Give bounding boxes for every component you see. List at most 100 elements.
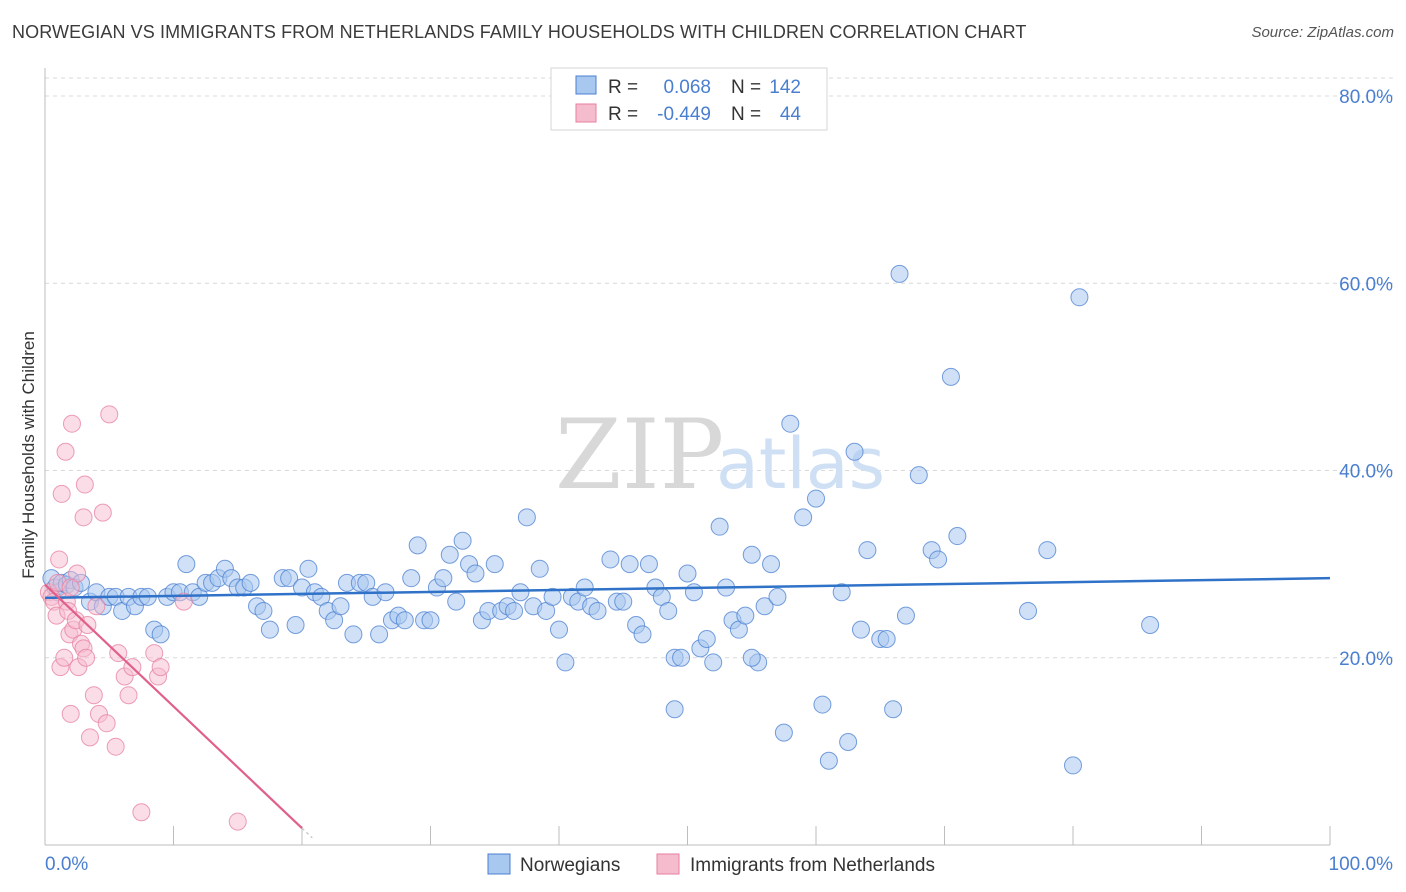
- norwegian-point: [742, 648, 761, 667]
- netherlands-point: [74, 508, 93, 527]
- norwegian-point: [948, 527, 967, 546]
- norwegian-point: [633, 625, 652, 644]
- norwegian-point: [1064, 756, 1082, 775]
- y-tick-label-60: 60.0%: [1339, 274, 1393, 295]
- netherlands-trend-extension: [301, 827, 313, 839]
- y-tick-label-40: 40.0%: [1339, 462, 1393, 483]
- norwegian-point: [543, 587, 562, 606]
- norwegian-point: [819, 751, 838, 770]
- tick-labels: 20.0% 40.0% 60.0% 80.0% 0.0% 100.0%: [45, 87, 1393, 875]
- source-label: Source: ZipAtlas.com: [1251, 24, 1394, 41]
- bottom-legend: Norwegians Immigrants from Netherlands: [487, 853, 935, 876]
- norwegian-point: [890, 264, 909, 283]
- norwegian-point: [1070, 288, 1089, 307]
- netherlands-trend-line: [44, 583, 303, 829]
- norwegian-point: [280, 569, 299, 588]
- norwegian-point: [530, 559, 549, 578]
- norwegian-point: [286, 615, 305, 634]
- norwegian-point: [736, 606, 755, 625]
- norwegian-point: [601, 550, 620, 569]
- netherlands-point: [87, 597, 106, 616]
- norwegian-point: [774, 723, 793, 742]
- norwegian-point: [858, 541, 877, 560]
- y-axis-label: Family Households with Children: [19, 331, 38, 579]
- legend-pink-swatch: [575, 103, 597, 123]
- norwegians-trend-line: [44, 576, 1331, 600]
- norwegian-point: [485, 555, 504, 574]
- norwegian-point: [659, 601, 678, 620]
- legend-r-value-1: 0.068: [663, 77, 711, 98]
- netherlands-point: [56, 442, 75, 461]
- norwegian-point: [395, 611, 414, 630]
- norwegian-point: [370, 625, 389, 644]
- norwegian-point: [742, 545, 761, 564]
- norwegian-point: [678, 564, 697, 583]
- norwegian-point: [517, 508, 536, 527]
- x-tick-label-100: 100.0%: [1329, 854, 1394, 875]
- bottom-legend-pink-swatch: [656, 853, 680, 875]
- norwegian-point: [331, 597, 350, 616]
- norwegian-point: [1038, 541, 1057, 560]
- norwegian-point: [909, 466, 928, 485]
- norwegian-point: [639, 555, 658, 574]
- norwegian-point: [447, 592, 466, 611]
- norwegian-point: [1019, 601, 1038, 620]
- netherlands-point: [132, 803, 151, 822]
- legend-blue-swatch: [575, 75, 597, 95]
- norwegian-point: [453, 531, 472, 550]
- norwegian-point: [434, 569, 453, 588]
- netherlands-point: [119, 686, 138, 705]
- legend-r-label-1: R =: [608, 77, 638, 98]
- netherlands-point: [80, 728, 99, 747]
- legend-n-label-2: N =: [731, 104, 761, 125]
- norwegian-point: [550, 620, 568, 639]
- norwegian-point: [781, 414, 800, 433]
- norwegian-point: [177, 555, 196, 574]
- norwegian-point: [710, 517, 729, 536]
- axes: [44, 68, 1331, 846]
- norwegian-point: [768, 587, 787, 606]
- x-tick-label-0: 0.0%: [45, 854, 88, 875]
- norwegian-point: [851, 620, 870, 639]
- norwegian-point: [241, 573, 260, 592]
- watermark: ZIP atlas: [555, 399, 885, 511]
- netherlands-point: [55, 648, 74, 667]
- bottom-legend-norwegians: Norwegians: [520, 855, 620, 876]
- norwegian-point: [839, 733, 858, 752]
- y-tick-label-80: 80.0%: [1339, 87, 1393, 108]
- norwegian-point: [896, 606, 915, 625]
- watermark-atlas: atlas: [716, 423, 885, 505]
- norwegian-point: [408, 536, 427, 555]
- norwegian-point: [684, 583, 703, 602]
- legend-n-value-2: 44: [780, 104, 802, 125]
- netherlands-point: [106, 737, 125, 756]
- norwegian-point: [704, 653, 723, 672]
- netherlands-point: [52, 484, 71, 503]
- norwegian-point: [151, 625, 170, 644]
- norwegian-point: [807, 489, 825, 508]
- netherlands-point: [93, 503, 112, 522]
- netherlands-point: [228, 812, 247, 831]
- norwegian-point: [505, 601, 524, 620]
- norwegian-point: [884, 700, 903, 719]
- netherlands-points: [39, 405, 247, 831]
- norwegian-point: [755, 597, 774, 616]
- norwegian-point: [697, 630, 716, 649]
- netherlands-point: [50, 550, 69, 569]
- norwegian-point: [877, 630, 896, 649]
- netherlands-point: [151, 658, 170, 677]
- bottom-legend-netherlands: Immigrants from Netherlands: [690, 855, 935, 876]
- norwegian-point: [813, 695, 832, 714]
- norwegian-point: [762, 555, 781, 574]
- legend-r-value-2: -0.449: [657, 104, 711, 125]
- netherlands-point: [97, 714, 116, 733]
- norwegian-point: [832, 583, 851, 602]
- norwegian-point: [575, 578, 594, 597]
- norwegian-point: [665, 700, 684, 719]
- trend-lines: [44, 576, 1331, 839]
- norwegian-point: [1141, 615, 1160, 634]
- chart-title: NORWEGIAN VS IMMIGRANTS FROM NETHERLANDS…: [12, 22, 1027, 42]
- norwegian-point: [402, 569, 421, 588]
- norwegian-point: [260, 620, 279, 639]
